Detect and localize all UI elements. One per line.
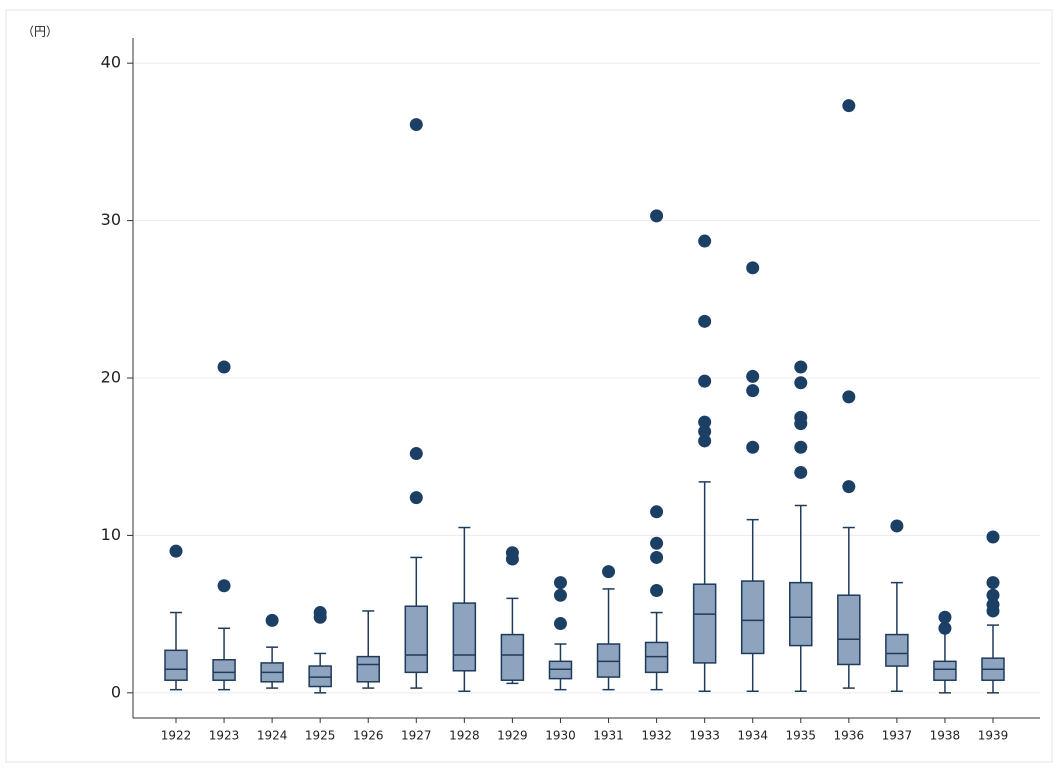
outlier (553, 617, 567, 631)
outlier (409, 118, 423, 132)
outlier (794, 440, 808, 454)
box (404, 605, 429, 674)
box (933, 660, 957, 681)
outlier (842, 480, 856, 494)
box (308, 665, 332, 688)
outlier (602, 565, 616, 579)
y-tick-label: 20 (101, 368, 121, 387)
x-tick-label: 1935 (785, 729, 816, 743)
frame (5, 9, 1053, 763)
outlier (698, 434, 712, 448)
outlier (265, 613, 279, 627)
outlier (698, 234, 712, 248)
outlier (217, 579, 231, 593)
x-tick-label: 1934 (737, 729, 768, 743)
x-tick-label: 1926 (353, 729, 384, 743)
x-tick-label: 1939 (978, 729, 1009, 743)
box (596, 643, 621, 678)
x-tick-label: 1927 (401, 729, 432, 743)
box (692, 583, 717, 664)
x-tick-label: 1928 (449, 729, 480, 743)
outlier (842, 99, 856, 113)
x-tick-label: 1929 (497, 729, 528, 743)
outlier (650, 536, 664, 550)
x-tick-label: 1938 (930, 729, 961, 743)
box (644, 641, 669, 674)
outlier (698, 374, 712, 388)
y-tick-label: 10 (101, 525, 121, 544)
box (212, 659, 236, 681)
outlier (746, 440, 760, 454)
outlier (794, 360, 808, 374)
box (548, 660, 573, 680)
x-tick-label: 1932 (641, 729, 672, 743)
outlier (890, 519, 904, 533)
outlier (986, 576, 1000, 590)
x-tick-label: 1931 (593, 729, 624, 743)
outlier (698, 415, 712, 429)
box (500, 633, 525, 681)
outlier (746, 369, 760, 383)
y-tick-label: 40 (101, 53, 121, 72)
outlier (986, 598, 1000, 612)
y-tick-label: 30 (101, 210, 121, 229)
x-tick-label: 1925 (305, 729, 336, 743)
outlier (169, 544, 183, 558)
box (837, 594, 861, 666)
box (789, 581, 813, 647)
outlier (698, 314, 712, 328)
box (452, 602, 477, 672)
outlier (650, 550, 664, 564)
box (356, 655, 380, 683)
outlier (794, 376, 808, 390)
outlier (746, 384, 760, 398)
outlier (650, 505, 664, 519)
outlier (553, 576, 567, 590)
box (885, 633, 909, 667)
y-axis-label: （円） (22, 25, 58, 39)
x-tick-label: 1922 (161, 729, 192, 743)
outlier (938, 621, 952, 635)
box (740, 580, 765, 655)
outlier (409, 447, 423, 461)
outlier (217, 360, 231, 374)
outlier (313, 606, 327, 620)
outlier (986, 530, 1000, 544)
x-tick-label: 1933 (689, 729, 720, 743)
x-tick-label: 1924 (257, 729, 288, 743)
outlier (409, 491, 423, 505)
x-tick-label: 1936 (834, 729, 865, 743)
outlier (842, 390, 856, 404)
y-tick-label: 0 (111, 682, 121, 701)
outlier (650, 584, 664, 597)
x-tick-label: 1923 (209, 729, 240, 743)
outlier (794, 410, 808, 424)
outlier (698, 425, 712, 439)
box (164, 649, 188, 681)
outlier (505, 546, 519, 560)
outlier (986, 588, 1000, 602)
outlier (938, 610, 952, 624)
outlier (553, 588, 567, 602)
outlier (746, 261, 760, 275)
x-tick-label: 1930 (545, 729, 576, 743)
outlier (794, 465, 808, 479)
x-tick-label: 1937 (882, 729, 913, 743)
outlier (650, 209, 664, 223)
